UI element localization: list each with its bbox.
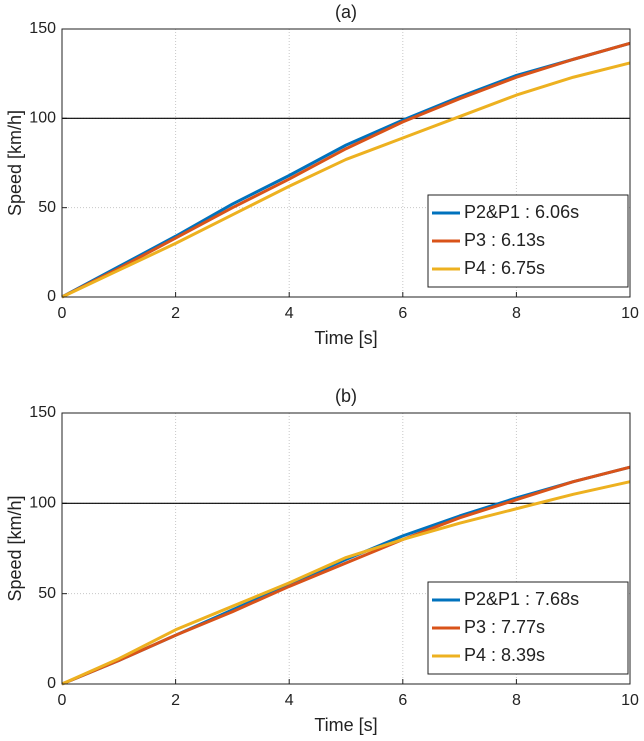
y-axis-label: Speed [km/h] <box>5 495 25 601</box>
x-axis-label: Time [s] <box>314 715 377 735</box>
x-tick-label: 8 <box>512 305 521 322</box>
x-tick-label: 4 <box>285 692 294 709</box>
series-line <box>61 480 631 686</box>
series-line <box>61 61 631 299</box>
x-tick-label: 10 <box>621 305 639 322</box>
x-tick-label: 8 <box>512 692 521 709</box>
x-tick-label: 2 <box>171 305 180 322</box>
x-tick-label: 10 <box>621 692 639 709</box>
x-tick-label: 6 <box>398 305 407 322</box>
legend-label: P2&P1 : 7.68s <box>464 589 579 609</box>
chart-title: (a) <box>335 2 357 22</box>
axes-frame <box>61 412 631 685</box>
series-line <box>61 41 631 299</box>
legend-box <box>427 194 629 288</box>
legend-label: P4 : 8.39s <box>464 645 545 665</box>
y-axis-label: Speed [km/h] <box>5 110 25 216</box>
y-tick-label: 0 <box>47 288 56 305</box>
y-tick-label: 0 <box>47 675 56 692</box>
legend-box <box>427 581 629 675</box>
y-tick-label: 150 <box>29 20 56 37</box>
legend-label: P4 : 6.75s <box>464 258 545 278</box>
chart-title: (b) <box>335 386 357 406</box>
x-axis-label: Time [s] <box>314 328 377 348</box>
series-line <box>61 465 631 686</box>
axes-frame <box>61 28 631 298</box>
y-tick-label: 150 <box>29 404 56 421</box>
y-tick-label: 100 <box>29 495 56 512</box>
legend-label: P2&P1 : 6.06s <box>464 202 579 222</box>
x-tick-label: 6 <box>398 692 407 709</box>
x-tick-label: 4 <box>285 305 294 322</box>
x-tick-label: 0 <box>58 692 67 709</box>
legend-label: P3 : 6.13s <box>464 230 545 250</box>
y-tick-label: 50 <box>38 199 56 216</box>
legend-label: P3 : 7.77s <box>464 617 545 637</box>
x-tick-label: 0 <box>58 305 67 322</box>
y-tick-label: 100 <box>29 110 56 127</box>
y-tick-label: 50 <box>38 585 56 602</box>
x-tick-label: 2 <box>171 692 180 709</box>
